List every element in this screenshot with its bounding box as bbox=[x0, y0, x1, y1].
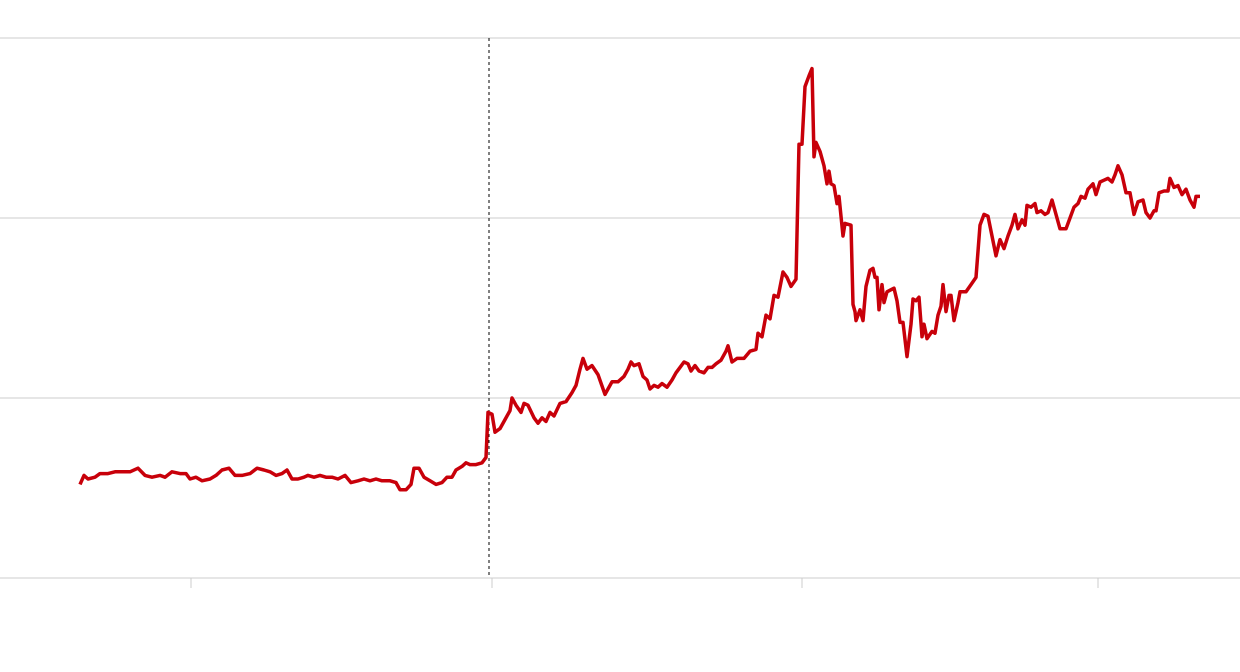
line bbox=[78, 66, 1200, 492]
